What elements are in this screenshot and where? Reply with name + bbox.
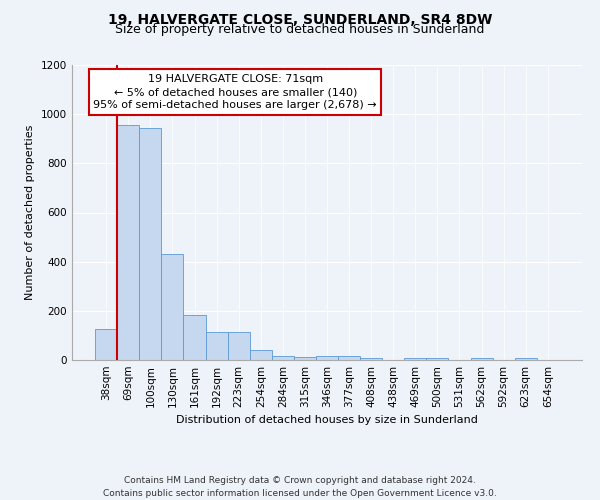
Bar xyxy=(272,356,294,360)
Bar xyxy=(227,332,250,360)
Text: 19 HALVERGATE CLOSE: 71sqm
← 5% of detached houses are smaller (140)
95% of semi: 19 HALVERGATE CLOSE: 71sqm ← 5% of detac… xyxy=(94,74,377,110)
Text: Contains HM Land Registry data © Crown copyright and database right 2024.
Contai: Contains HM Land Registry data © Crown c… xyxy=(103,476,497,498)
Bar xyxy=(427,358,448,360)
Bar xyxy=(515,358,537,360)
Bar xyxy=(184,314,206,360)
Y-axis label: Number of detached properties: Number of detached properties xyxy=(25,125,35,300)
Bar xyxy=(404,358,427,360)
X-axis label: Distribution of detached houses by size in Sunderland: Distribution of detached houses by size … xyxy=(176,416,478,426)
Bar xyxy=(360,358,382,360)
Bar xyxy=(294,357,316,360)
Bar xyxy=(338,356,360,360)
Bar xyxy=(139,128,161,360)
Bar xyxy=(206,332,227,360)
Bar xyxy=(161,254,184,360)
Bar xyxy=(470,358,493,360)
Bar xyxy=(117,125,139,360)
Bar xyxy=(95,330,117,360)
Text: 19, HALVERGATE CLOSE, SUNDERLAND, SR4 8DW: 19, HALVERGATE CLOSE, SUNDERLAND, SR4 8D… xyxy=(108,12,492,26)
Bar xyxy=(316,356,338,360)
Bar xyxy=(250,350,272,360)
Text: Size of property relative to detached houses in Sunderland: Size of property relative to detached ho… xyxy=(115,22,485,36)
